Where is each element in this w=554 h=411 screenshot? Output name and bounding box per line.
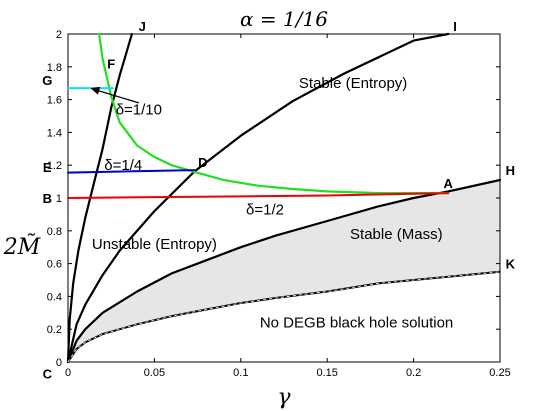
x-tick-label: 0.25 [489, 367, 510, 379]
point-label-C: C [43, 366, 53, 381]
curve-I [66, 32, 450, 364]
x-tick-label: 0.2 [406, 367, 421, 379]
annotation: No DEGB black hole solution [260, 315, 453, 332]
curve-J [66, 32, 133, 364]
annotation: δ=1/4 [104, 157, 142, 174]
y-tick-label: 2 [56, 29, 62, 41]
point-label-E: E [43, 160, 52, 175]
x-tick-label: 0.05 [144, 367, 165, 379]
x-tick-label: 0.15 [316, 367, 337, 379]
x-axis-label: γ [277, 385, 291, 410]
point-label-H: H [506, 163, 515, 178]
y-tick-label: 0.2 [47, 324, 62, 336]
line-red [67, 192, 450, 199]
point-label-I: I [453, 19, 457, 34]
y-tick-label: 0.8 [47, 226, 62, 238]
x-tick-label: 0 [65, 367, 71, 379]
y-tick-label: 1.6 [47, 95, 62, 107]
annotation: Unstable (Entropy) [92, 236, 217, 253]
curve-green [98, 32, 450, 195]
y-axis-label: 2M̃ [3, 234, 41, 260]
point-label-F: F [107, 57, 115, 72]
point-label-B: B [43, 191, 52, 206]
y-tick-label: 0.6 [47, 259, 62, 271]
y-tick-label: 0 [56, 357, 62, 369]
annotation: Stable (Entropy) [299, 75, 407, 92]
annotation: δ=1/10 [116, 101, 162, 118]
annotation: δ=1/2 [246, 201, 284, 218]
y-tick-label: 0.4 [47, 291, 62, 303]
y-tick-label: 1.4 [47, 127, 62, 139]
line-blue [67, 169, 196, 174]
y-tick-label: 1.2 [47, 160, 62, 172]
annotation: Stable (Mass) [350, 226, 443, 243]
curve-K-dash [67, 271, 501, 363]
curve-H [66, 178, 502, 364]
chart-title: α = 1/16 [240, 7, 328, 31]
y-tick-label: 1.8 [47, 62, 62, 74]
point-label-A: A [443, 176, 453, 191]
point-label-D: D [198, 155, 207, 170]
annotation-arrowhead [90, 86, 101, 95]
x-tick-label: 0.1 [233, 367, 248, 379]
point-label-J: J [139, 19, 146, 34]
point-label-K: K [506, 257, 516, 272]
point-label-G: G [42, 73, 52, 88]
shaded-region [68, 179, 500, 362]
y-tick-label: 1 [56, 193, 62, 205]
annotation-arrow [96, 89, 140, 104]
